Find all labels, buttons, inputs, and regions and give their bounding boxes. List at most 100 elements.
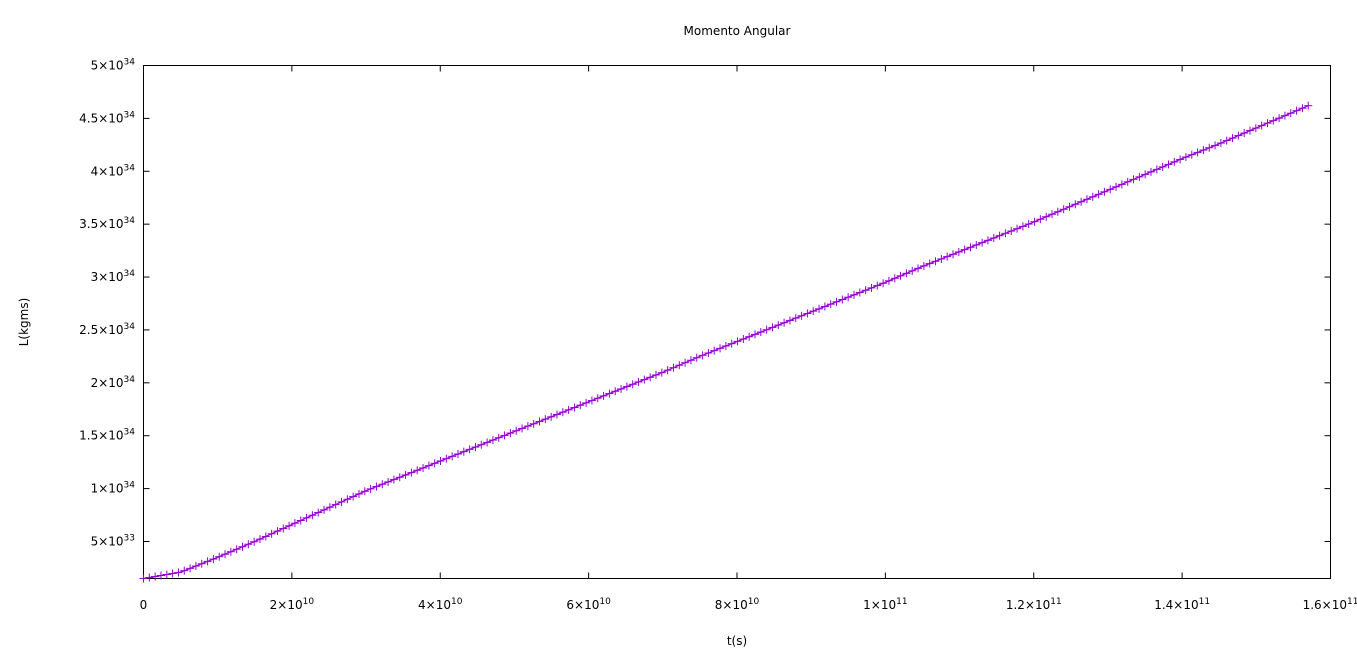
x-tick-label-exponent: 11 <box>1199 597 1210 607</box>
x-tick-label-mantissa: 8×10 <box>715 598 748 612</box>
data-point-marker <box>1304 101 1313 110</box>
y-tick-label: 4.5×1034 <box>79 110 135 125</box>
data-point-marker <box>541 415 550 424</box>
x-tick-label-exponent: 10 <box>748 597 760 607</box>
y-tick-label-mantissa: 5×10 <box>91 534 124 548</box>
y-tick-label: 5×1034 <box>91 58 136 73</box>
data-point-marker <box>838 295 847 304</box>
data-point-marker <box>884 276 893 285</box>
data-point-marker <box>349 492 358 501</box>
x-tick-label: 1.2×1011 <box>1006 597 1062 612</box>
data-point-marker <box>692 353 701 362</box>
y-tick-label-exponent: 34 <box>124 216 136 226</box>
data-point-marker <box>1100 187 1109 196</box>
data-point-marker <box>430 459 439 468</box>
data-point-marker <box>844 293 853 302</box>
data-point-marker <box>622 382 631 391</box>
data-point-marker <box>1135 172 1144 181</box>
data-point-marker <box>308 511 317 520</box>
data-point-marker <box>325 503 334 512</box>
data-point-marker <box>1001 229 1010 238</box>
data-point-marker <box>832 297 841 306</box>
data-point-marker <box>1065 202 1074 211</box>
data-point-marker <box>180 566 189 575</box>
data-point-marker <box>273 527 282 536</box>
data-point-marker <box>815 304 824 313</box>
data-point-marker <box>1152 165 1161 174</box>
data-point-marker <box>186 564 195 573</box>
y-axis-title: L(kgms) <box>17 298 31 347</box>
data-point-marker <box>320 505 329 514</box>
x-tick-label: 1×1011 <box>863 597 907 612</box>
data-point-marker <box>354 489 363 498</box>
data-point-marker <box>791 314 800 323</box>
x-tick-label-exponent: 10 <box>599 597 611 607</box>
data-point-marker <box>686 356 695 365</box>
data-point-marker <box>424 461 433 470</box>
data-point-marker <box>925 259 934 268</box>
data-point-marker <box>809 307 818 316</box>
data-point-marker <box>1077 197 1086 206</box>
data-point-marker <box>576 401 585 410</box>
y-tick-label-mantissa: 1×10 <box>91 482 124 496</box>
y-tick-label: 1.5×1034 <box>79 428 135 443</box>
data-point-marker <box>238 542 247 551</box>
data-point-marker <box>675 361 684 370</box>
x-tick-label-mantissa: 1×10 <box>863 598 896 612</box>
data-point-marker <box>453 450 462 459</box>
data-point-marker <box>1240 129 1249 138</box>
y-tick-label-exponent: 34 <box>124 58 136 68</box>
data-point-marker <box>698 351 707 360</box>
data-point-marker <box>1211 141 1220 150</box>
data-point-marker <box>279 524 288 533</box>
data-point-marker <box>191 562 200 571</box>
data-point-marker <box>465 445 474 454</box>
data-point-marker <box>564 405 573 414</box>
data-point-marker <box>1048 210 1057 219</box>
series-layer <box>139 101 1313 583</box>
data-point-marker <box>1228 134 1237 143</box>
y-tick-label: 2×1034 <box>91 375 136 390</box>
y-tick-label: 2.5×1034 <box>79 322 135 337</box>
data-point-marker <box>1170 157 1179 166</box>
data-point-marker <box>587 396 596 405</box>
data-point-marker <box>1176 155 1185 164</box>
data-point-marker <box>436 456 445 465</box>
data-point-marker <box>978 238 987 247</box>
y-tick-label-mantissa: 5×10 <box>91 59 124 73</box>
data-point-marker <box>343 495 352 504</box>
x-tick-label-exponent: 10 <box>303 597 315 607</box>
data-point-marker <box>401 470 410 479</box>
data-point-marker <box>1263 119 1272 128</box>
y-tick-label-exponent: 34 <box>124 481 136 491</box>
data-point-marker <box>197 559 206 568</box>
data-point-marker <box>552 410 561 419</box>
data-point-marker <box>1082 195 1091 204</box>
data-point-marker <box>1298 104 1307 113</box>
data-point-marker <box>902 269 911 278</box>
data-point-marker <box>931 257 940 266</box>
x-tick-label: 2×1010 <box>270 597 315 612</box>
data-point-marker <box>1071 200 1080 209</box>
data-point-marker <box>890 274 899 283</box>
data-point-marker <box>483 438 492 447</box>
data-point-marker <box>372 482 381 491</box>
data-point-marker <box>500 431 509 440</box>
data-point-marker <box>1222 136 1231 145</box>
data-point-marker <box>151 572 160 581</box>
y-tick-label-mantissa: 2×10 <box>91 376 124 390</box>
data-point-marker <box>663 366 672 375</box>
data-point-marker <box>756 328 765 337</box>
data-point-marker <box>448 452 457 461</box>
data-point-marker <box>506 429 515 438</box>
data-point-marker <box>803 309 812 318</box>
y-tick-label-mantissa: 1.5×10 <box>79 429 123 443</box>
data-point-marker <box>174 568 183 577</box>
y-tick-label-exponent: 34 <box>124 163 136 173</box>
x-tick-label-mantissa: 0 <box>140 598 148 612</box>
data-point-marker <box>634 377 643 386</box>
x-tick-label-exponent: 11 <box>1347 597 1357 607</box>
data-point-marker <box>139 574 148 583</box>
data-point-marker <box>1275 114 1284 123</box>
x-tick-label-mantissa: 1.2×10 <box>1006 598 1050 612</box>
